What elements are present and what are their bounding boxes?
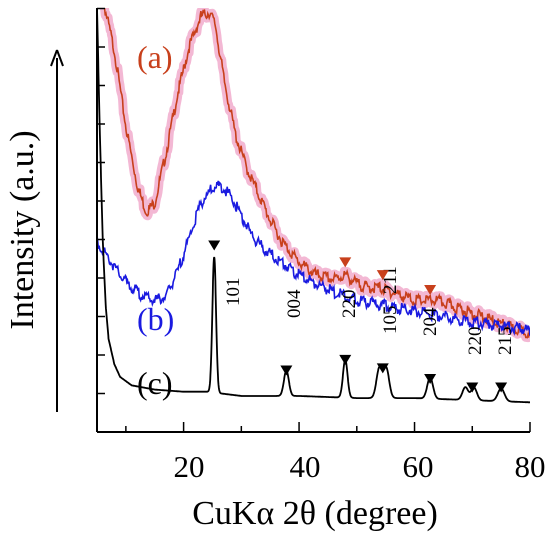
peak-label-220-b: 220 [465,327,486,356]
plot-area [97,8,530,404]
peak-label-215: 215 [495,327,516,356]
x-tick-label-40: 40 [290,449,321,484]
peak-marker-a-1 [376,270,389,281]
series-label-b: (b) [137,301,174,337]
y-ticks [97,7,105,433]
peak-marker-a-2 [424,284,437,295]
peak-label-004: 004 [284,289,305,318]
peak-marker-c-5 [466,382,479,393]
x-tick-label-20: 20 [174,449,205,484]
x-tick-label-60: 60 [403,449,434,484]
series-label-a: (a) [137,39,173,75]
axes [96,7,531,433]
peak-marker-c-0 [208,240,221,251]
peak-marker-a-0 [339,257,352,268]
peak-label-105: 105 [380,306,401,335]
peak-label-220: 220 [339,290,360,319]
x-axis-title: CuKα 2θ (degree) [192,495,438,532]
series-line-b [97,180,530,336]
x-ticks [125,422,531,432]
series-line-c [97,8,530,404]
series-line-a [103,8,530,339]
y-axis-title: Intensity (a.u.) [4,130,41,329]
peak-label-204: 204 [420,307,441,336]
peak-marker-c-3 [376,363,389,374]
series-label-c: (c) [137,365,173,401]
x-tick-label-80: 80 [515,449,546,484]
peak-marker-c-1 [280,365,293,376]
peak-marker-c-6 [495,382,508,393]
peak-label-101: 101 [223,278,244,307]
intensity-arrow [50,49,64,412]
peak-marker-c-4 [424,374,437,384]
peak-marker-c-2 [339,354,352,365]
